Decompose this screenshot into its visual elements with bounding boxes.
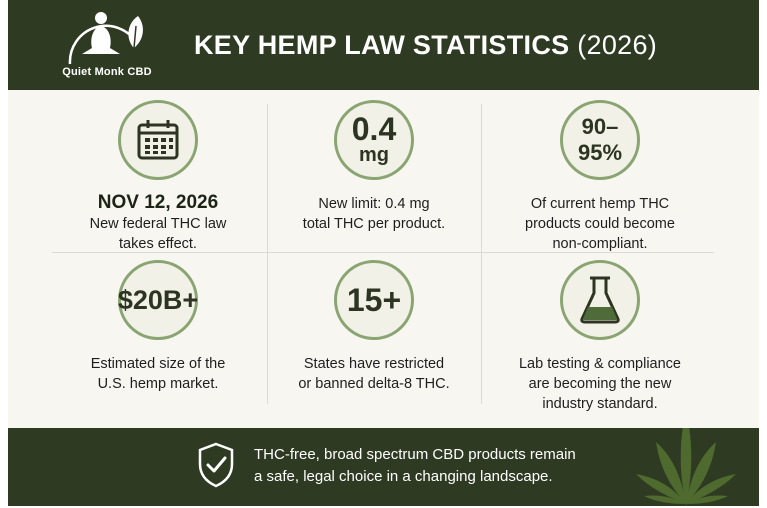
stat-card-effective-date: NOV 12, 2026 New federal THC law takes e… bbox=[38, 100, 278, 254]
stat-card-thc-limit: 0.4 mg New limit: 0.4 mg total THC per p… bbox=[254, 100, 494, 234]
stat-description: States have restricted bbox=[303, 356, 445, 372]
stat-description: total THC per product. bbox=[302, 216, 446, 232]
stat-description: Estimated size of the bbox=[90, 356, 226, 372]
stat-value: $20B+ bbox=[117, 284, 199, 315]
brand-name: Quiet Monk CBD bbox=[62, 66, 152, 78]
stat-description: or banned delta-8 THC. bbox=[298, 376, 450, 392]
stat-unit: mg bbox=[359, 144, 389, 166]
stat-value: 0.4 bbox=[351, 111, 397, 147]
stat-headline: NOV 12, 2026 bbox=[97, 192, 219, 213]
footer-line: a safe, legal choice in a changing lands… bbox=[254, 468, 553, 485]
monk-leaf-logo-icon bbox=[68, 12, 143, 65]
stat-description: New limit: 0.4 mg bbox=[318, 196, 430, 212]
title-main: KEY HEMP LAW STATISTICS bbox=[194, 30, 570, 60]
calendar-icon bbox=[137, 120, 179, 160]
title-year: (2026) bbox=[577, 30, 658, 60]
header-banner: Quiet Monk CBD KEY HEMP LAW STATISTICS (… bbox=[8, 0, 759, 90]
stat-description: New federal THC law bbox=[89, 216, 227, 232]
stat-description: products could become bbox=[525, 216, 675, 232]
shield-check-icon bbox=[198, 442, 234, 488]
stat-description: Lab testing & compliance bbox=[518, 356, 681, 372]
stat-card-market-size: $20B+ Estimated size of the U.S. hemp ma… bbox=[38, 260, 278, 394]
footer-banner: THC-free, broad spectrum CBD products re… bbox=[8, 428, 759, 506]
stat-description: Of current hemp THC bbox=[530, 196, 670, 212]
brand-logo: Quiet Monk CBD bbox=[52, 8, 162, 84]
stat-card-non-compliant: 90–95% Of current hemp THC products coul… bbox=[480, 100, 720, 254]
stat-circle bbox=[560, 260, 640, 340]
stat-description: U.S. hemp market. bbox=[97, 376, 219, 392]
stat-circle: 90–95% bbox=[560, 100, 640, 180]
stat-circle: 0.4 mg bbox=[334, 100, 414, 180]
flask-icon bbox=[580, 276, 620, 324]
stat-circle bbox=[118, 100, 198, 180]
stat-description: industry standard. bbox=[542, 396, 658, 412]
stat-circle: $20B+ bbox=[118, 260, 198, 340]
stat-description: takes effect. bbox=[119, 236, 197, 252]
stat-description: non-compliant. bbox=[552, 236, 648, 252]
stat-value: 15+ bbox=[346, 282, 402, 318]
stat-card-state-restrictions: 15+ States have restricted or banned del… bbox=[254, 260, 494, 394]
page-title: KEY HEMP LAW STATISTICS (2026) bbox=[194, 30, 657, 61]
stat-description: are becoming the new bbox=[528, 376, 672, 392]
row-divider bbox=[52, 252, 714, 253]
footer-message: THC-free, broad spectrum CBD products re… bbox=[254, 444, 584, 488]
stat-value: 90–95% bbox=[577, 114, 623, 165]
column-divider bbox=[481, 104, 482, 404]
cannabis-leaf-icon bbox=[636, 428, 736, 506]
footer-line: THC-free, broad spectrum CBD products re… bbox=[254, 446, 576, 463]
stats-panel: NOV 12, 2026 New federal THC law takes e… bbox=[8, 90, 759, 428]
stat-card-lab-testing: Lab testing & compliance are becoming th… bbox=[480, 260, 720, 414]
column-divider bbox=[267, 104, 268, 404]
stat-circle: 15+ bbox=[334, 260, 414, 340]
